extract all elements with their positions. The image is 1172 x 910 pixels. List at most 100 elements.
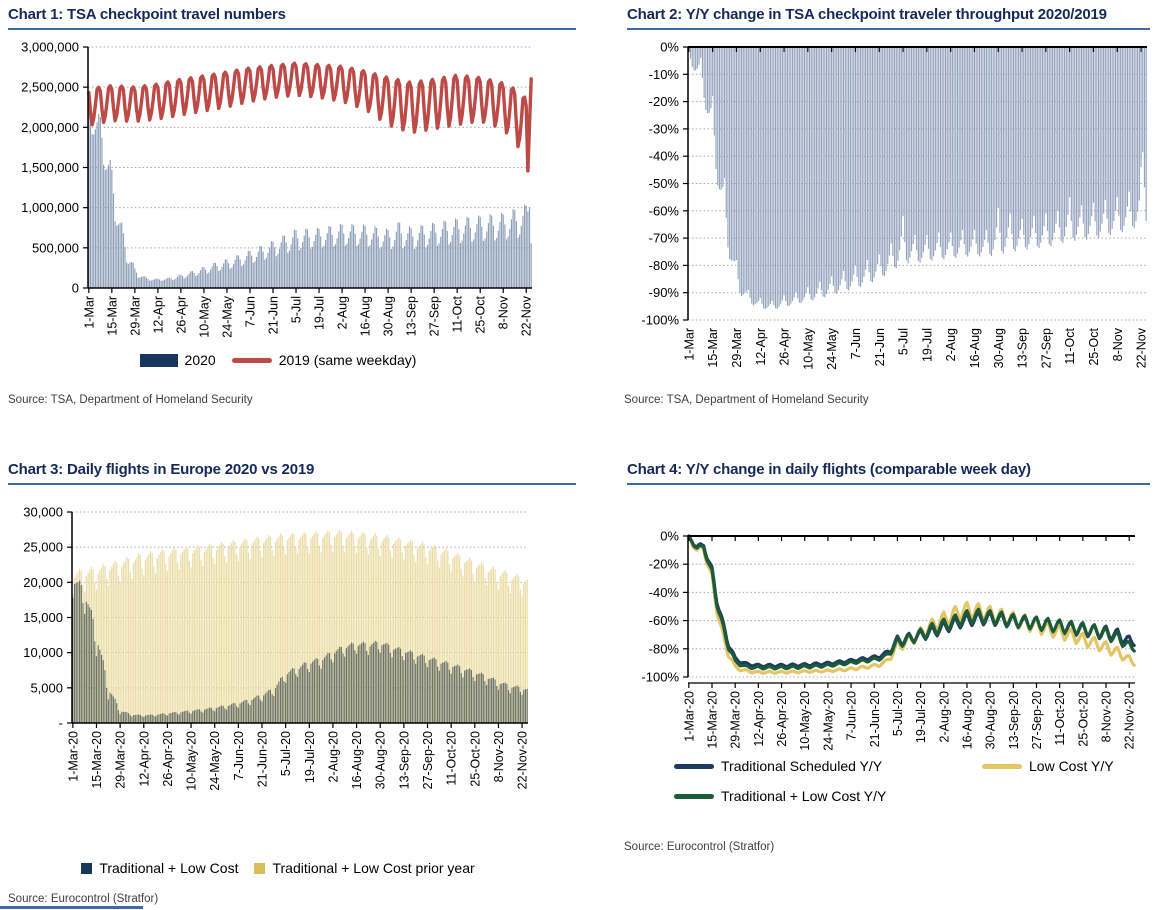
svg-text:-10%: -10% [649, 67, 680, 82]
svg-text:29-Mar-20: 29-Mar-20 [729, 691, 743, 749]
svg-text:22-Nov-20: 22-Nov-20 [1123, 691, 1137, 749]
legend-row: Traditional + Low Cost Traditional + Low … [81, 860, 475, 876]
svg-text:11-Oct: 11-Oct [1063, 327, 1077, 364]
y-tick-labels: 0% -10% -20% -30% -40% -50% -60% -70% -80% -90% -1… [641, 40, 679, 328]
svg-text:11-Oct: 11-Oct [451, 295, 465, 332]
svg-text:10-May: 10-May [801, 327, 815, 369]
axes [83, 46, 532, 293]
svg-text:8-Nov-20: 8-Nov-20 [492, 731, 506, 782]
svg-text:20,000: 20,000 [23, 575, 63, 590]
svg-text:19-Jul-20: 19-Jul-20 [914, 691, 928, 743]
svg-text:5,000: 5,000 [30, 680, 63, 695]
chart1-source: Source: TSA, Department of Homeland Secu… [8, 394, 253, 406]
legend-swatch-line [982, 763, 1022, 769]
chart1-panel: Chart 1: TSA checkpoint travel numbers 3… [0, 0, 586, 455]
svg-text:0: 0 [72, 281, 79, 296]
svg-text:5-Jul-20: 5-Jul-20 [891, 691, 905, 736]
svg-text:19-Jul: 19-Jul [920, 328, 934, 362]
svg-text:-70%: -70% [649, 231, 680, 246]
svg-text:-100%: -100% [641, 313, 679, 328]
legend-swatch-line [231, 357, 272, 363]
svg-text:13-Sep-20: 13-Sep-20 [397, 731, 411, 789]
svg-text:2-Aug: 2-Aug [944, 328, 958, 361]
svg-text:29-Mar: 29-Mar [128, 296, 142, 336]
x-tick-labels: 1-Mar-20 15-Mar-20 29-Mar-20 12-Apr-20 26-Ap… [66, 731, 529, 791]
svg-text:3,000,000: 3,000,000 [21, 40, 79, 55]
svg-text:25-Oct: 25-Oct [474, 295, 488, 333]
svg-text:30-Aug-20: 30-Aug-20 [374, 731, 388, 789]
svg-text:-20%: -20% [649, 557, 680, 572]
chart1-legend: 2020 2019 (same weekday) [8, 352, 548, 368]
svg-text:10-May-20: 10-May-20 [798, 691, 812, 751]
svg-text:24-May: 24-May [825, 327, 839, 369]
svg-text:12-Apr-20: 12-Apr-20 [137, 731, 151, 787]
legend-item: Traditional + Low Cost prior year [254, 860, 475, 876]
chart3-source: Source: Eurocontrol (Stratfor) [8, 893, 159, 905]
bar-series-0 [72, 529, 528, 723]
svg-text:5-Jul: 5-Jul [290, 296, 304, 323]
svg-text:15-Mar-20: 15-Mar-20 [706, 691, 720, 749]
svg-text:-40%: -40% [649, 149, 680, 164]
svg-text:2,500,000: 2,500,000 [21, 80, 79, 95]
svg-text:11-Oct-20: 11-Oct-20 [445, 731, 459, 786]
legend-row: Traditional + Low Cost Y/Y [674, 788, 1144, 804]
chart3-legend: Traditional + Low Cost Traditional + Low … [8, 860, 548, 876]
svg-text:-80%: -80% [649, 641, 680, 656]
line-series-1 [87, 61, 533, 173]
chart3-panel: Chart 3: Daily flights in Europe 2020 vs… [0, 455, 586, 910]
svg-text:1-Mar-20: 1-Mar-20 [682, 691, 696, 742]
bar-series-0 [88, 106, 532, 289]
chart2-title: Chart 2: Y/Y change in TSA checkpoint tr… [627, 6, 1150, 30]
svg-text:13-Sep-20: 13-Sep-20 [1007, 691, 1021, 749]
svg-text:27-Sep: 27-Sep [1039, 328, 1053, 368]
svg-text:0%: 0% [660, 529, 679, 544]
partial-title-rule [0, 906, 143, 909]
y-tick-labels: 30,000 25,000 20,000 15,000 10,000 5,000 - [23, 505, 63, 731]
svg-text:-60%: -60% [649, 203, 680, 218]
svg-text:21-Jun-20: 21-Jun-20 [868, 691, 882, 747]
svg-text:-100%: -100% [641, 670, 679, 685]
svg-text:25-Oct-20: 25-Oct-20 [468, 731, 482, 787]
legend-label: Traditional + Low Cost prior year [272, 860, 475, 876]
svg-text:12-Apr-20: 12-Apr-20 [752, 691, 766, 747]
svg-text:26-Apr: 26-Apr [174, 296, 188, 334]
x-tick-labels: 1-Mar 15-Mar 29-Mar 12-Apr 26-Apr 10-May 24-Ma… [82, 295, 533, 337]
svg-text:29-Mar-20: 29-Mar-20 [114, 731, 128, 789]
chart3-daily-flights-europe: 30,000 25,000 20,000 15,000 10,000 5,000 -1-Ma… [23, 505, 529, 791]
legend-label: Traditional + Low Cost [99, 860, 239, 876]
legend-swatch-square [254, 862, 266, 874]
svg-text:-80%: -80% [649, 258, 680, 273]
svg-text:15-Mar-20: 15-Mar-20 [90, 731, 104, 789]
svg-text:16-Aug: 16-Aug [968, 328, 982, 368]
svg-text:2-Aug-20: 2-Aug-20 [937, 691, 951, 742]
svg-text:7-Jun-20: 7-Jun-20 [845, 691, 859, 740]
svg-text:13-Sep: 13-Sep [1016, 328, 1030, 368]
svg-text:25-Oct-20: 25-Oct-20 [1076, 691, 1090, 747]
svg-text:-40%: -40% [649, 585, 680, 600]
y-tick-labels: 3,000,000 2,500,000 2,000,000 1,500,000 1,00… [21, 40, 79, 296]
svg-text:29-Mar: 29-Mar [730, 328, 744, 368]
legend-label: 2019 (same weekday) [278, 352, 417, 368]
svg-text:12-Apr: 12-Apr [754, 328, 768, 366]
svg-text:26-Apr-20: 26-Apr-20 [775, 691, 789, 747]
svg-text:1,000,000: 1,000,000 [21, 200, 79, 215]
svg-text:1-Mar: 1-Mar [82, 296, 96, 329]
svg-text:8-Nov: 8-Nov [497, 295, 511, 329]
svg-text:19-Jul: 19-Jul [313, 296, 327, 330]
svg-text:16-Aug: 16-Aug [359, 296, 373, 336]
chart2-yy-tsa-throughput: 0% -10% -20% -30% -40% -50% -60% -70% -80% -90% -1… [641, 40, 1148, 370]
chart3-title: Chart 3: Daily flights in Europe 2020 vs… [8, 461, 576, 485]
svg-text:5-Jul-20: 5-Jul-20 [279, 731, 293, 776]
svg-text:500,000: 500,000 [32, 240, 79, 255]
svg-text:-60%: -60% [649, 613, 680, 628]
svg-text:10-May-20: 10-May-20 [185, 731, 199, 791]
legend-swatch-line [674, 763, 714, 769]
bar-series-1 [72, 580, 528, 723]
svg-text:25-Oct: 25-Oct [1087, 327, 1101, 365]
bar-series-0 [688, 47, 1147, 310]
chart2-source: Source: TSA, Department of Homeland Secu… [624, 394, 869, 406]
svg-text:8-Nov: 8-Nov [1111, 327, 1125, 361]
svg-text:22-Nov: 22-Nov [520, 295, 534, 336]
svg-text:15,000: 15,000 [23, 610, 63, 625]
